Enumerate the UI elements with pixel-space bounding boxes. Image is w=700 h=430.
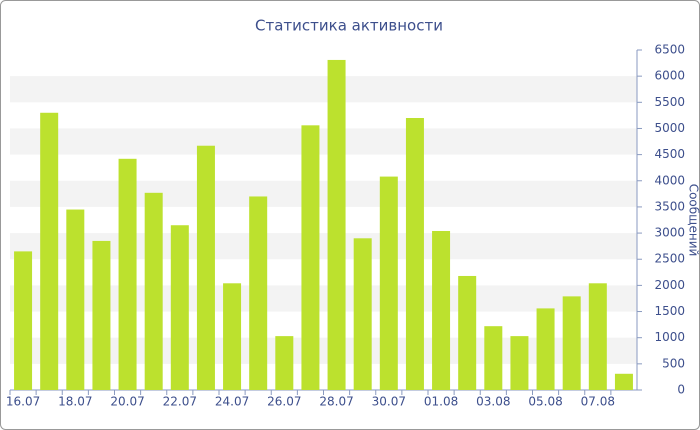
- x-tick-label: 28.07: [319, 395, 353, 409]
- bar: [40, 112, 59, 391]
- chart-title: Статистика активности: [255, 17, 443, 35]
- y-tick-label: 500: [662, 356, 685, 370]
- bar: [379, 176, 398, 390]
- bar: [405, 118, 424, 390]
- y-tick-label: 2500: [654, 252, 685, 266]
- bar: [614, 373, 633, 390]
- bar: [275, 336, 294, 390]
- y-tick-label: 5500: [654, 95, 685, 109]
- bar: [484, 326, 503, 390]
- x-tick-label: 22.07: [163, 395, 197, 409]
- x-tick-label: 24.07: [215, 395, 249, 409]
- x-tick-label: 01.08: [424, 395, 458, 409]
- x-tick-label: 03.08: [476, 395, 510, 409]
- x-tick-label: 07.08: [581, 395, 615, 409]
- grid-band: [10, 180, 637, 207]
- bar: [223, 283, 242, 390]
- bar: [249, 196, 268, 390]
- bar: [144, 192, 163, 390]
- bar: [510, 336, 529, 390]
- y-tick-label: 4500: [654, 147, 685, 161]
- y-tick-label: 4000: [654, 173, 685, 187]
- y-tick-label: 1000: [654, 330, 685, 344]
- bar: [118, 158, 137, 390]
- x-tick-label: 18.07: [58, 395, 92, 409]
- bar: [92, 240, 111, 390]
- bar: [196, 145, 215, 390]
- bar: [327, 59, 346, 390]
- grid-band: [10, 337, 637, 364]
- bar: [458, 275, 477, 390]
- bar: [170, 225, 189, 390]
- x-tick-label: 05.08: [528, 395, 562, 409]
- x-tick-label: 16.07: [6, 395, 40, 409]
- grid-band: [10, 233, 637, 260]
- x-tick-label: 26.07: [267, 395, 301, 409]
- x-tick-label: 20.07: [110, 395, 144, 409]
- y-tick-label: 3000: [654, 226, 685, 240]
- bar: [588, 283, 607, 390]
- bar: [353, 238, 372, 390]
- grid-band: [10, 285, 637, 312]
- y-tick-label: 5000: [654, 121, 685, 135]
- bar: [562, 296, 581, 390]
- y-tick-label: 1500: [654, 304, 685, 318]
- y-tick-label: 6500: [654, 43, 685, 57]
- bar: [432, 230, 451, 390]
- y-tick-label: 3500: [654, 199, 685, 213]
- y-tick-label: 2000: [654, 278, 685, 292]
- y-tick-label: 0: [677, 383, 685, 397]
- bar: [301, 125, 320, 391]
- x-tick-label: 30.07: [372, 395, 406, 409]
- y-axis-label: Сообщений: [687, 184, 700, 257]
- bar: [66, 209, 85, 390]
- y-tick-label: 6000: [654, 69, 685, 83]
- grid-band: [10, 76, 637, 103]
- bar: [14, 251, 33, 390]
- bar: [536, 308, 555, 390]
- grid-band: [10, 128, 637, 155]
